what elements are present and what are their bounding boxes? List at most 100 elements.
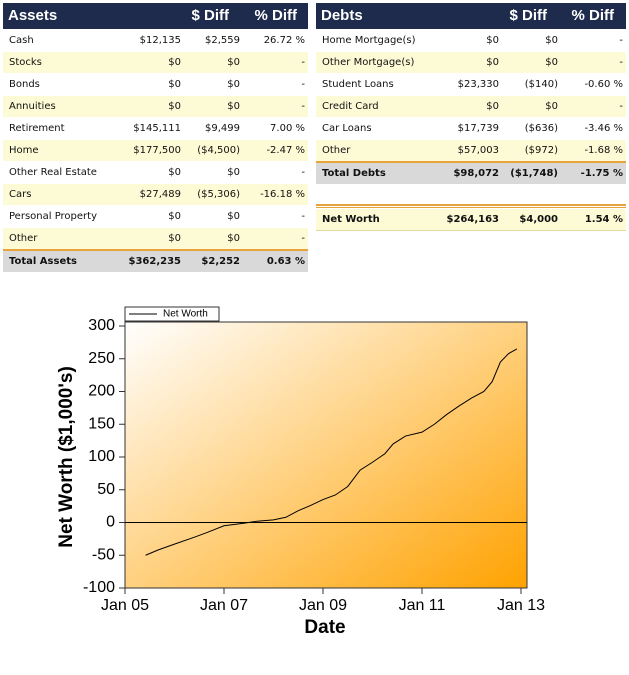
table-cell: 7.00 %	[270, 123, 305, 134]
header-cell: $ Diff	[509, 7, 548, 24]
table-cell: $0	[168, 57, 181, 68]
table-row	[3, 206, 308, 227]
table-cell: ($972)	[524, 145, 558, 156]
table-cell: $145,111	[133, 123, 181, 134]
table-cell: $0	[227, 233, 240, 244]
table-cell: ($140)	[524, 79, 558, 90]
table-cell: -	[619, 57, 623, 68]
table-header	[3, 3, 308, 29]
table-row	[3, 184, 308, 205]
table-row	[3, 228, 308, 249]
table-cell: $23,330	[457, 79, 499, 90]
x-tick-label: Jan 05	[101, 597, 149, 614]
table-row	[3, 251, 308, 272]
table-cell: $57,003	[457, 145, 499, 156]
y-tick-label: -100	[83, 579, 115, 596]
table-cell: $0	[227, 211, 240, 222]
header-cell: $ Diff	[191, 7, 230, 24]
table-cell: -3.46 %	[584, 123, 623, 134]
header-title: Assets	[8, 7, 58, 24]
legend-label: Net Worth	[163, 309, 208, 320]
table-row	[3, 162, 308, 183]
table-cell: Annuities	[9, 101, 56, 112]
table-cell: 1.54 %	[584, 214, 623, 225]
table-cell: $177,500	[133, 145, 181, 156]
table-row	[3, 118, 308, 139]
table-row	[316, 163, 626, 184]
table-cell: -	[619, 101, 623, 112]
table-row	[3, 96, 308, 117]
table-cell: ($1,748)	[510, 168, 558, 179]
table-cell: $12,135	[139, 35, 181, 46]
table-cell: Home	[9, 145, 39, 156]
table-cell: -	[301, 167, 305, 178]
table-cell: $0	[227, 79, 240, 90]
table-cell: 26.72 %	[263, 35, 305, 46]
separator	[316, 207, 626, 208]
header-title: Debts	[321, 7, 363, 24]
table-cell: $0	[545, 101, 558, 112]
x-tick-label: Jan 13	[497, 597, 545, 614]
table-row	[316, 96, 626, 117]
table-cell: -	[301, 79, 305, 90]
table-cell: Other	[9, 233, 38, 244]
table-cell: Student Loans	[322, 79, 394, 90]
table-cell: $2,559	[205, 35, 240, 46]
table-cell: Total Assets	[9, 256, 77, 267]
y-tick-label: 150	[88, 415, 115, 432]
table-cell: $362,235	[128, 256, 181, 267]
table-cell: $0	[545, 57, 558, 68]
table-cell: -	[301, 57, 305, 68]
y-tick-label: 250	[88, 350, 115, 367]
table-row	[316, 74, 626, 95]
table-cell: Cash	[9, 35, 34, 46]
table-row	[316, 140, 626, 161]
x-tick-label: Jan 09	[299, 597, 347, 614]
table-cell: $9,499	[205, 123, 240, 134]
table-row	[3, 140, 308, 161]
table-row	[316, 52, 626, 73]
table-cell: -1.68 %	[584, 145, 623, 156]
table-cell: -	[301, 101, 305, 112]
y-tick-label: 200	[88, 383, 115, 400]
table-row	[316, 209, 626, 231]
table-cell: $0	[227, 167, 240, 178]
table-cell: $17,739	[457, 123, 499, 134]
table-cell: Retirement	[9, 123, 65, 134]
table-cell: ($636)	[524, 123, 558, 134]
table-header	[316, 3, 626, 29]
y-tick-label: -50	[92, 546, 115, 563]
table-row	[3, 74, 308, 95]
table-cell: -2.47 %	[266, 145, 305, 156]
table-cell: $0	[168, 233, 181, 244]
table-cell: ($4,500)	[197, 145, 240, 156]
table-cell: -16.18 %	[260, 189, 305, 200]
separator	[316, 161, 626, 163]
y-tick-label: 100	[88, 448, 115, 465]
table-cell: Personal Property	[9, 211, 98, 222]
table-row	[3, 52, 308, 73]
y-tick-label: 0	[106, 514, 115, 531]
plot-area	[124, 321, 528, 589]
table-cell: Other Mortgage(s)	[322, 57, 415, 68]
table-cell: Cars	[9, 189, 32, 200]
x-axis-title: Date	[304, 617, 345, 638]
separator	[316, 204, 626, 206]
table-cell: $0	[486, 101, 499, 112]
table-cell: Bonds	[9, 79, 40, 90]
table-cell: $0	[545, 35, 558, 46]
table-cell: Total Debts	[322, 168, 386, 179]
table-row	[3, 30, 308, 51]
y-axis-title: Net Worth ($1,000's)	[56, 366, 77, 548]
table-cell: $0	[168, 167, 181, 178]
table-cell: -1.75 %	[580, 168, 623, 179]
line	[145, 348, 518, 556]
table-cell: $0	[168, 79, 181, 90]
table-cell: $98,072	[453, 168, 499, 179]
table-cell: -0.60 %	[584, 79, 623, 90]
table-cell: Other	[322, 145, 351, 156]
y-tick-label: 300	[88, 317, 115, 334]
table-cell: Home Mortgage(s)	[322, 35, 416, 46]
